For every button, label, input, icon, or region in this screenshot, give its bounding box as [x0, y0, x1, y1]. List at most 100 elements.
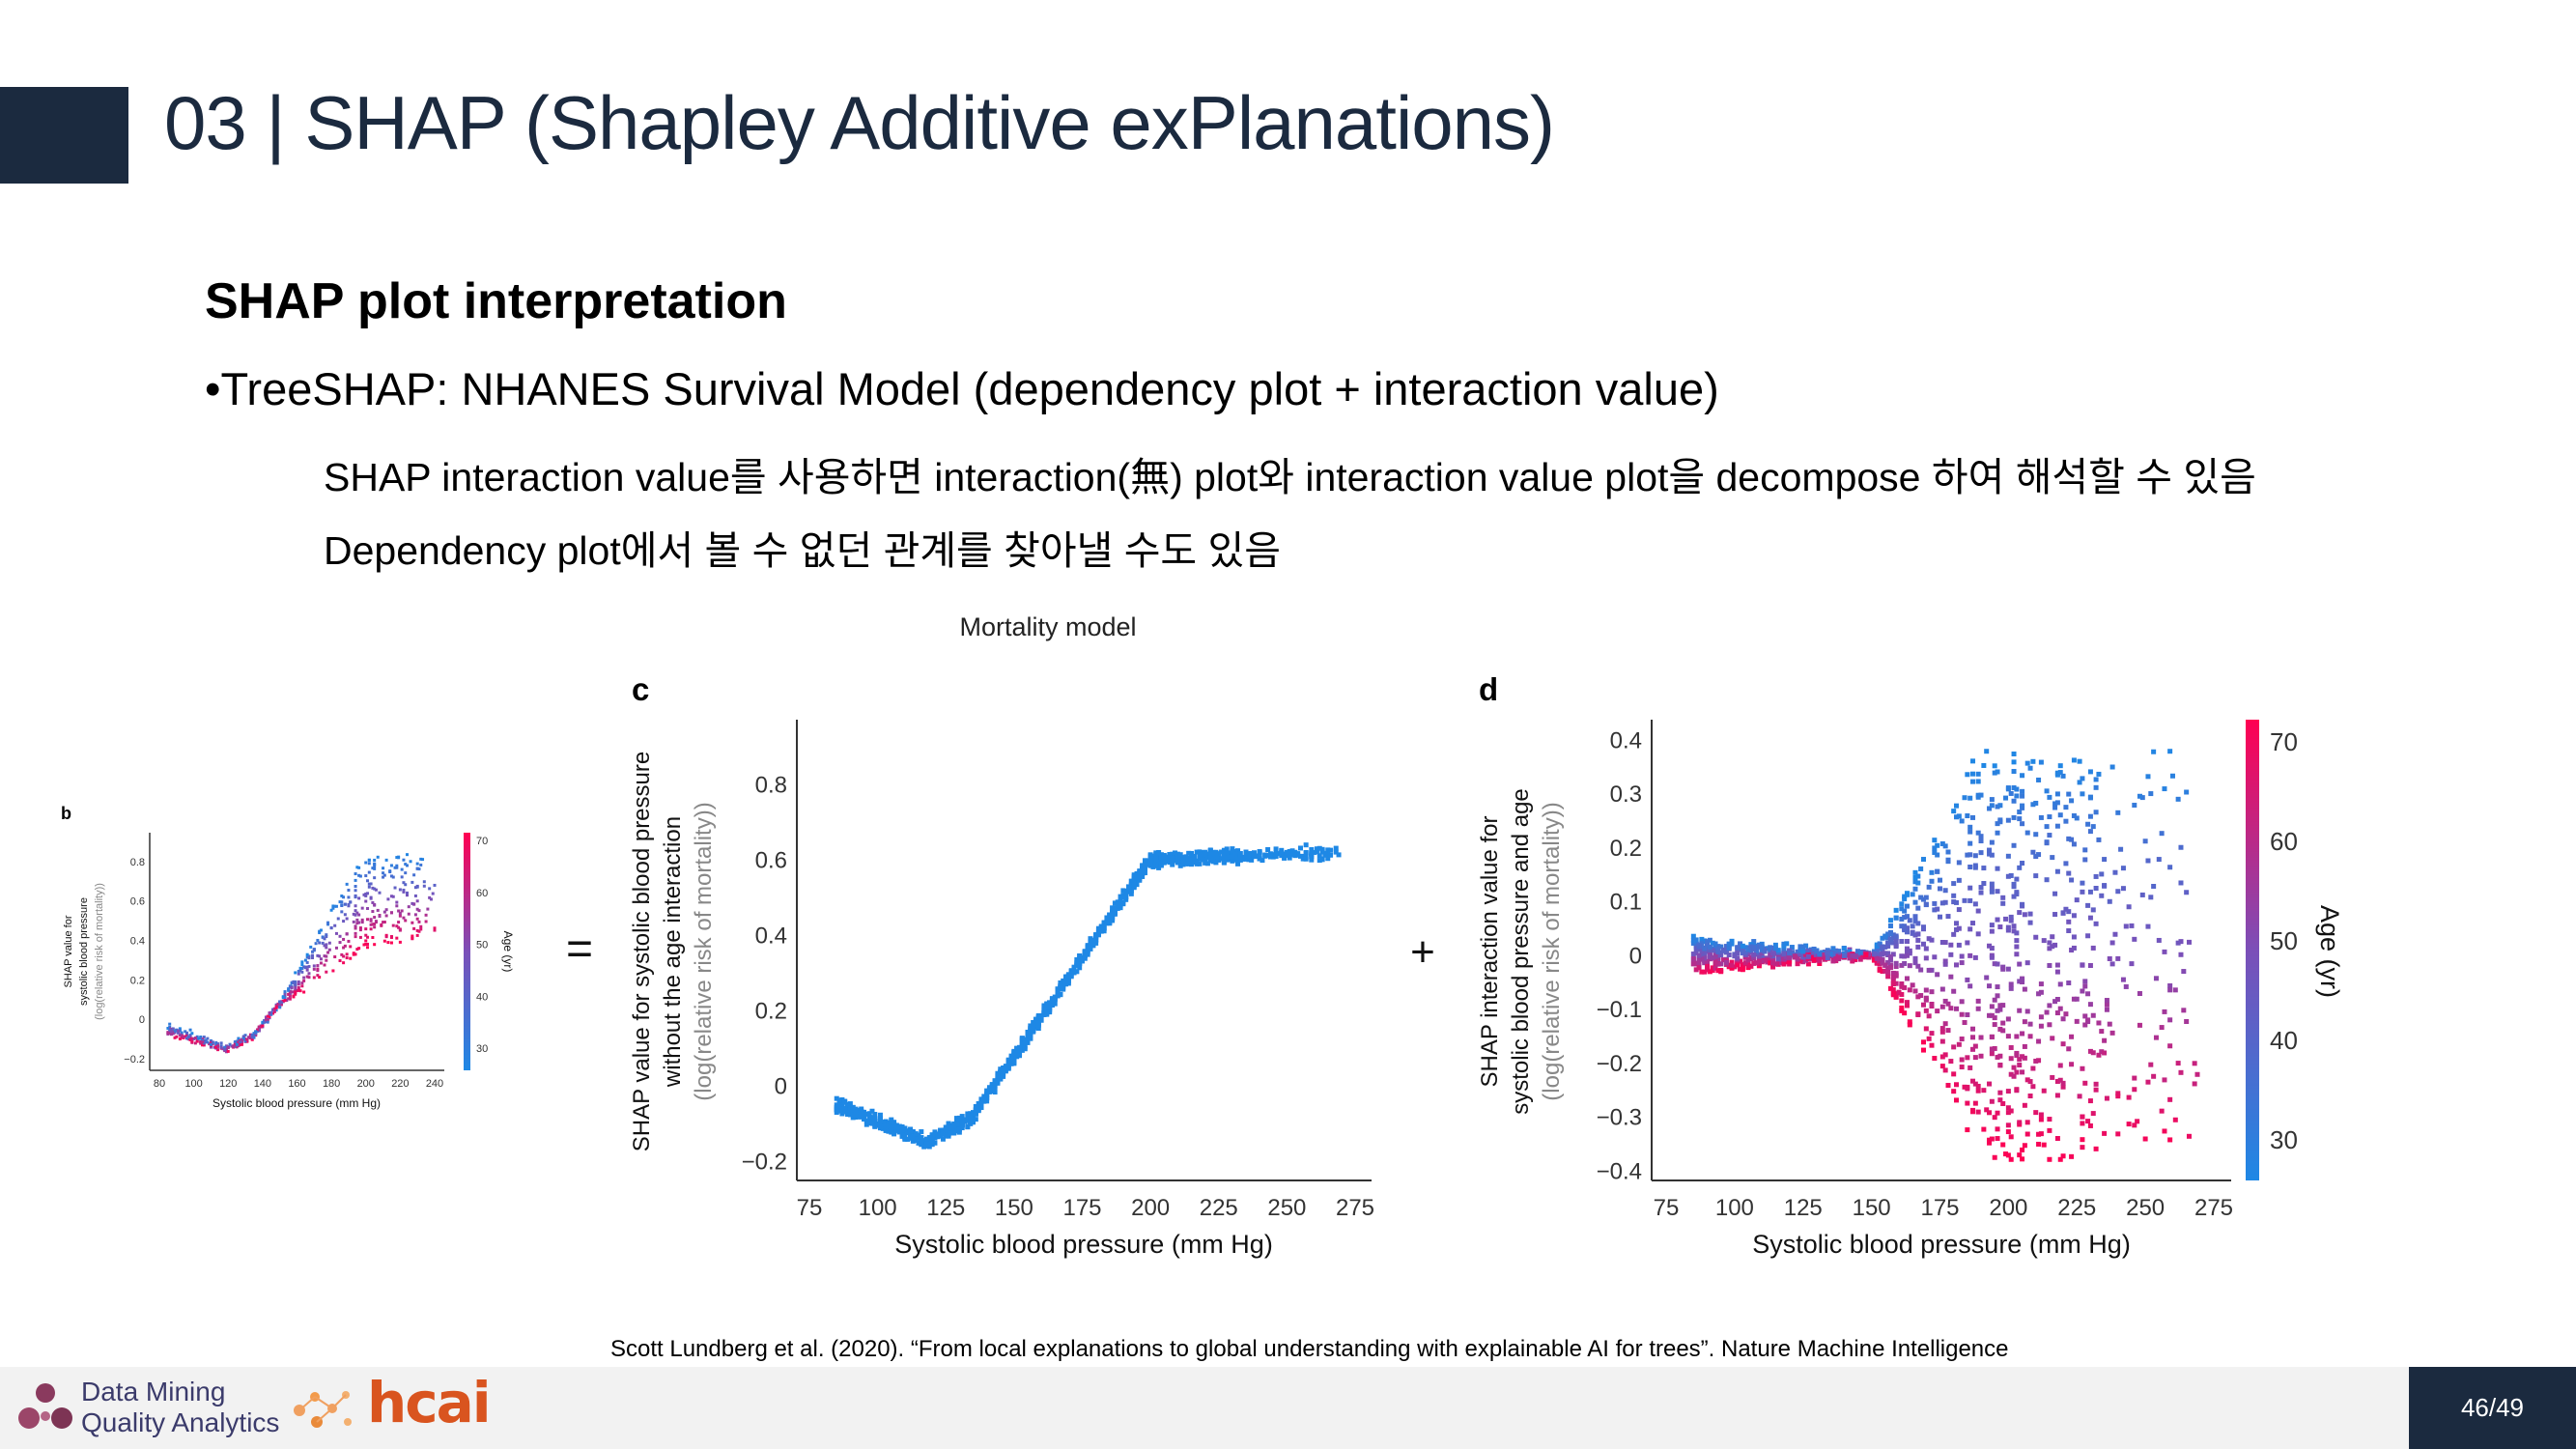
panel-b-point — [342, 920, 346, 923]
panel-d-point — [1877, 956, 1882, 962]
panel-c-point — [992, 1078, 998, 1084]
panel-c-point — [948, 1125, 954, 1131]
panel-d-point — [1912, 879, 1918, 885]
panel-c-point — [1251, 851, 1257, 857]
panel-d-point — [1732, 953, 1738, 959]
panel-d-point — [2178, 939, 2184, 945]
panel-d-point — [1847, 947, 1853, 952]
slide-title: 03 | SHAP (Shapley Additive exPlanations… — [164, 80, 1555, 165]
panel-c-point — [1033, 1019, 1038, 1025]
panel-d-point — [1893, 935, 1899, 941]
panel-d-point — [1860, 949, 1866, 954]
panel-d-point — [1965, 977, 1970, 982]
panel-b-point — [226, 1049, 230, 1053]
panel-b-point — [257, 1026, 261, 1030]
panel-d-point — [2033, 1110, 2039, 1116]
panel-d-point — [1726, 964, 1732, 970]
panel-d-point — [1987, 847, 1993, 853]
panel-d-point — [1770, 952, 1776, 957]
panel-d-ylabel-2: systolic blood pressure and age — [1508, 788, 1534, 1115]
panel-b-point — [254, 1030, 258, 1034]
panel-c-point — [872, 1118, 878, 1123]
panel-b-point — [235, 1042, 239, 1046]
panel-d-point — [2060, 1016, 2066, 1022]
panel-b-point — [276, 1002, 280, 1006]
panel-c-point — [978, 1105, 984, 1111]
panel-c-point — [1014, 1050, 1020, 1056]
panel-c-point — [981, 1096, 987, 1102]
panel-c-point — [889, 1129, 894, 1135]
panel-d-point — [2027, 1094, 2033, 1099]
panel-d-point — [1825, 948, 1830, 953]
panel-c-point — [938, 1132, 944, 1138]
panel-c-point — [926, 1140, 932, 1146]
panel-b-point — [239, 1039, 242, 1043]
panel-d-point — [2087, 794, 2093, 800]
panel-d-point — [1899, 983, 1905, 989]
panel-d-point — [1975, 830, 1981, 836]
panel-c-point — [1008, 1053, 1014, 1059]
panel-c-point — [954, 1123, 960, 1129]
panel-c-point — [965, 1123, 971, 1129]
panel-d-point — [1830, 951, 1836, 956]
panel-b-point — [307, 954, 311, 958]
panel-c-point — [1232, 854, 1238, 860]
panel-d-point — [2080, 776, 2085, 781]
panel-d-point — [1825, 955, 1830, 961]
panel-c-point — [1098, 927, 1104, 933]
panel-c-point — [986, 1089, 992, 1094]
panel-d-point — [2005, 785, 2011, 791]
panel-d-point — [1854, 951, 1860, 956]
panel-d-point — [1759, 958, 1765, 964]
panel-d-point — [1929, 1003, 1935, 1009]
panel-b-point — [177, 1031, 181, 1035]
panel-c-point — [1309, 850, 1315, 856]
panel-c-point — [1221, 853, 1227, 859]
panel-d-point — [1997, 1063, 2003, 1068]
panel-d-point — [1836, 949, 1842, 954]
panel-c-point — [989, 1088, 995, 1094]
panel-d-point — [1713, 951, 1718, 956]
panel-d-point — [1847, 954, 1853, 960]
panel-c-point — [1267, 851, 1273, 857]
panel-c-point — [1137, 868, 1143, 874]
panel-d-point — [1768, 960, 1773, 966]
panel-b-point — [169, 1030, 173, 1034]
panel-d-point — [1699, 952, 1705, 958]
panel-d-point — [1871, 955, 1877, 961]
panel-c-point — [978, 1099, 984, 1105]
panel-c-ytick: 0.2 — [755, 998, 787, 1024]
panel-c-point — [880, 1120, 886, 1125]
panel-d-point — [1997, 1026, 2003, 1032]
panel-c-point — [954, 1123, 960, 1129]
panel-c-point — [1118, 894, 1123, 899]
panel-c-point — [1137, 876, 1143, 882]
panel-c-point — [905, 1129, 911, 1135]
panel-d-point — [2020, 1031, 2025, 1037]
panel-d-point — [2024, 1131, 2030, 1137]
panel-b-point — [254, 1032, 258, 1036]
panel-c-point — [976, 1107, 981, 1113]
panel-b-point — [374, 920, 378, 923]
panel-c-point — [834, 1102, 839, 1108]
panel-d-point — [1738, 944, 1743, 950]
panel-d-point — [1975, 794, 1981, 800]
panel-d-point — [2054, 771, 2060, 777]
panel-c-point — [1128, 882, 1134, 888]
panel-c-point — [896, 1123, 902, 1129]
panel-c-point — [946, 1133, 951, 1139]
panel-c-point — [940, 1127, 946, 1133]
panel-d-point — [1962, 897, 1967, 903]
panel-c-point — [877, 1125, 883, 1131]
panel-c-point — [886, 1124, 892, 1130]
panel-d-point — [1723, 950, 1729, 955]
panel-c-point — [1180, 857, 1186, 863]
panel-b-point — [230, 1044, 234, 1048]
panel-b-point — [305, 965, 309, 969]
panel-c-point — [1240, 854, 1246, 860]
panel-d-point — [2011, 923, 2017, 929]
panel-b-point — [354, 924, 357, 928]
panel-c-point — [847, 1107, 853, 1113]
panel-d-point — [1754, 948, 1760, 953]
panel-d-point — [1989, 1098, 1995, 1104]
